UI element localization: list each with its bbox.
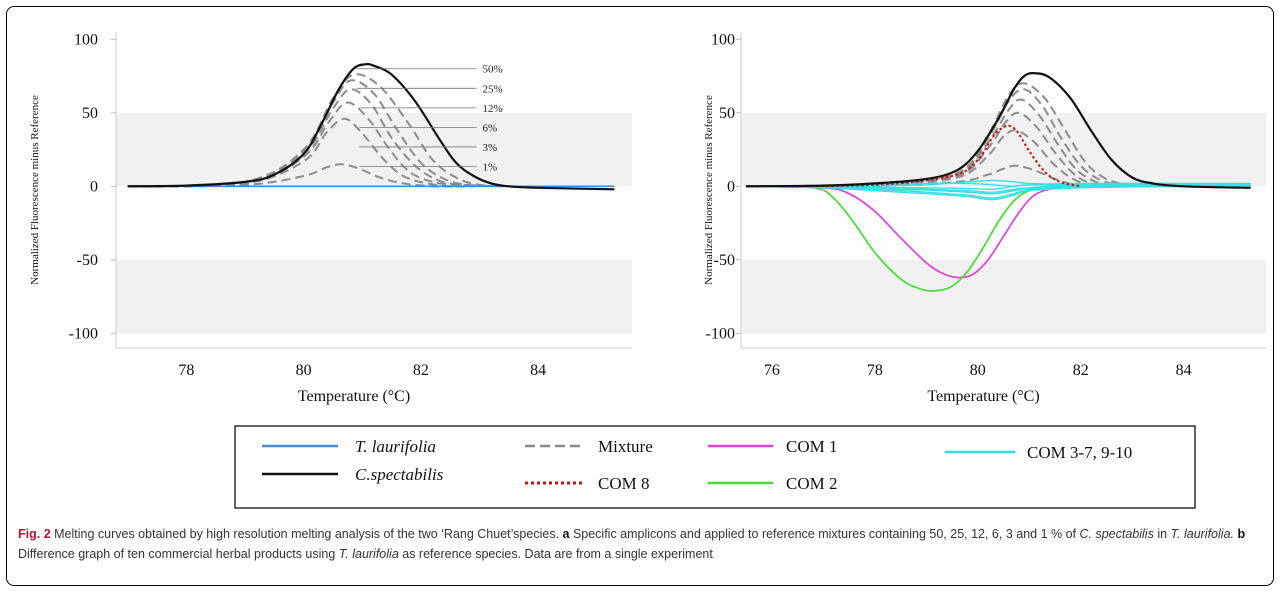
caption-species-c: C. spectabilis — [1080, 527, 1154, 541]
caption-species-t: T. laurifolia. — [1171, 527, 1234, 541]
caption-label: Fig. 2 — [18, 527, 51, 541]
plot-band — [741, 260, 1266, 333]
y-tick-label: 100 — [711, 31, 735, 48]
caption-part-b: b — [1237, 527, 1245, 541]
mixture-label: 3% — [482, 142, 497, 154]
x-tick-label: 82 — [1073, 362, 1089, 379]
legend-label: T. laurifolia — [355, 437, 436, 456]
chart-panel-b: 100 50 0 -50 -100 76 78 80 82 84 Temperature (°C) N… — [703, 31, 1266, 405]
caption-text-4: Difference graph of ten commercial herba… — [18, 547, 339, 561]
x-axis-label: Temperature (°C) — [298, 388, 410, 405]
x-tick-label: 80 — [296, 362, 312, 379]
y-tick-label: -100 — [69, 325, 98, 342]
legend-label: COM 2 — [786, 474, 837, 493]
legend-label: Mixture — [598, 437, 653, 456]
y-tick-label: 100 — [74, 31, 98, 48]
y-tick-label: 0 — [727, 178, 735, 195]
mixture-label: 1% — [482, 161, 497, 173]
plot-band — [116, 186, 632, 259]
y-tick-label: 50 — [719, 105, 735, 122]
x-tick-label: 84 — [530, 362, 546, 379]
x-tick-label: 80 — [970, 362, 986, 379]
mixture-label: 12% — [482, 103, 502, 115]
caption-text-1: Melting curves obtained by high resoluti… — [51, 527, 563, 541]
x-tick-label: 78 — [178, 362, 194, 379]
caption-text-5: as reference species. Data are from a si… — [399, 547, 713, 561]
x-tick-label: 76 — [764, 362, 780, 379]
mixture-label: 25% — [482, 83, 502, 95]
y-tick-label: 0 — [90, 178, 98, 195]
plot-band — [116, 113, 632, 186]
chart-panel-a: 100 50 0 -50 -100 78 80 82 84 Temperature (°C) Nor… — [29, 31, 632, 405]
legend-label: COM 8 — [598, 474, 649, 493]
y-tick-label: -100 — [706, 325, 735, 342]
legend: T. laurifolia C.spectabilis Mixture COM 8 CO… — [235, 426, 1195, 508]
caption-text-3: in — [1154, 527, 1171, 541]
y-tick-label: -50 — [714, 252, 735, 269]
x-axis-label: Temperature (°C) — [927, 388, 1039, 405]
x-tick-label: 78 — [867, 362, 883, 379]
y-axis-label: Normalized Fluorescence minus Reference — [703, 95, 715, 285]
plot-band — [116, 260, 632, 333]
y-tick-label: 50 — [82, 105, 98, 122]
x-tick-label: 84 — [1176, 362, 1192, 379]
caption-species-t2: T. laurifolia — [339, 547, 399, 561]
x-tick-label: 82 — [413, 362, 429, 379]
legend-label: COM 1 — [786, 437, 837, 456]
y-axis-label: Normalized Fluorescence minus Reference — [29, 95, 41, 285]
legend-label: COM 3-7, 9-10 — [1027, 443, 1132, 462]
plot-band — [741, 39, 1266, 112]
plot-band — [116, 39, 632, 112]
mixture-label: 50% — [482, 64, 502, 76]
mixture-label: 6% — [482, 122, 497, 134]
caption-text-2: Specific amplicons and applied to refere… — [569, 527, 1079, 541]
legend-label: C.spectabilis — [355, 465, 444, 484]
y-tick-label: -50 — [77, 252, 98, 269]
figure-caption: Fig. 2 Melting curves obtained by high r… — [18, 524, 1268, 564]
